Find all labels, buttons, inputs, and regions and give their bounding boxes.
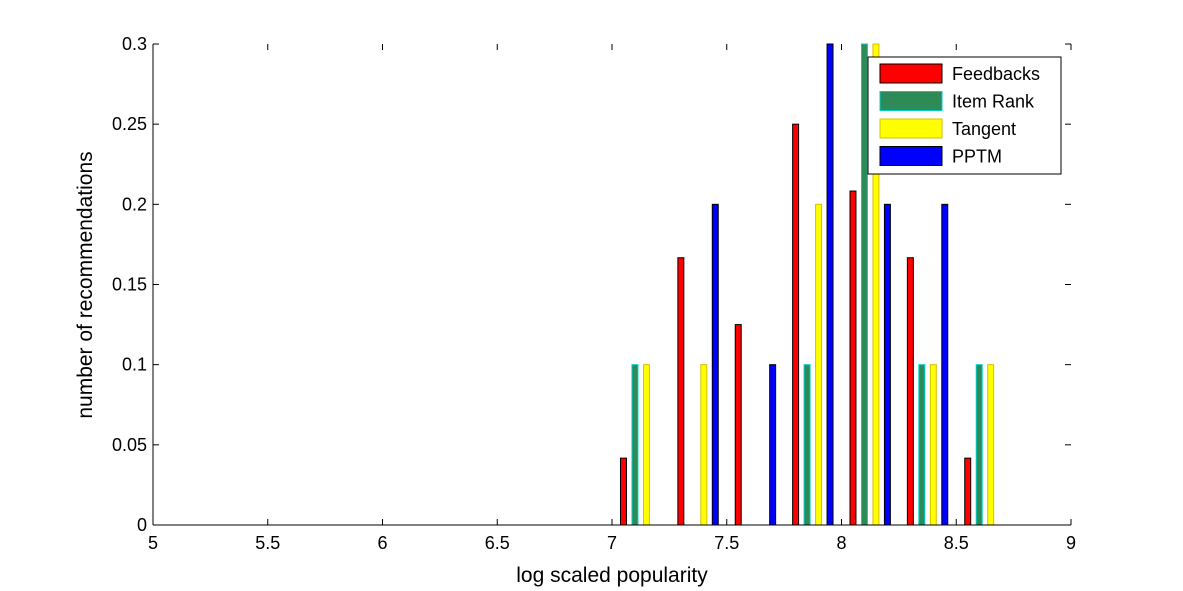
bar-tangent <box>929 364 937 526</box>
bar-feedbacks <box>906 257 914 526</box>
legend-label: Item Rank <box>952 92 1035 112</box>
legend-swatch <box>879 146 943 166</box>
x-tick-label: 9 <box>1066 533 1076 553</box>
x-tick-label: 8.5 <box>944 533 969 553</box>
x-tick-label: 8 <box>836 533 846 553</box>
bar-feedbacks <box>964 457 972 526</box>
bar-item-rank <box>975 364 983 526</box>
legend-swatch <box>879 91 943 111</box>
bar-pptm <box>941 203 949 526</box>
y-tick-label: 0 <box>137 515 147 535</box>
y-tick-label: 0.15 <box>112 275 147 295</box>
bar-pptm <box>711 203 719 526</box>
y-tick-label: 0.25 <box>112 114 147 134</box>
x-tick-label: 5.5 <box>255 533 280 553</box>
legend-swatch <box>879 118 943 139</box>
bar-item-rank <box>803 364 811 526</box>
legend: Feedbacks Item Rank Tangent PPTM <box>867 56 1062 175</box>
bar-item-rank <box>631 364 639 526</box>
x-ticks-group: 5 5.5 6 6.5 7 7.5 8 8.5 9 <box>148 44 1076 553</box>
y-tick-label: 0.1 <box>122 355 147 375</box>
bar-pptm <box>883 203 891 526</box>
bar-pptm <box>769 364 777 526</box>
bar-feedbacks <box>792 123 800 526</box>
legend-label: PPTM <box>952 147 1002 167</box>
bar-feedbacks <box>619 457 627 526</box>
bar-tangent <box>700 364 708 526</box>
bar-feedbacks <box>849 190 857 526</box>
bar-item-rank <box>860 43 868 526</box>
legend-swatch <box>879 63 943 84</box>
x-tick-label: 7.5 <box>714 533 739 553</box>
bar-pptm <box>826 43 834 526</box>
y-axis-title: number of recommendations <box>74 151 97 418</box>
x-tick-label: 7 <box>607 533 617 553</box>
bar-feedbacks <box>734 324 742 526</box>
x-tick-label: 6.5 <box>485 533 510 553</box>
bar-item-rank <box>918 364 926 526</box>
y-ticks-group: 0 0.05 0.1 0.15 0.2 0.25 0.3 <box>112 34 1071 535</box>
legend-label: Tangent <box>952 119 1016 139</box>
bar-tangent <box>987 364 995 526</box>
x-tick-label: 6 <box>377 533 387 553</box>
y-tick-label: 0.05 <box>112 435 147 455</box>
bar-tangent <box>642 364 650 526</box>
bar-tangent <box>815 203 823 526</box>
legend-label: Feedbacks <box>952 64 1040 84</box>
bar-feedbacks <box>677 257 685 526</box>
x-axis-title: log scaled popularity <box>516 564 708 587</box>
y-tick-label: 0.2 <box>122 194 147 214</box>
y-tick-label: 0.3 <box>122 34 147 54</box>
x-tick-label: 5 <box>148 533 158 553</box>
